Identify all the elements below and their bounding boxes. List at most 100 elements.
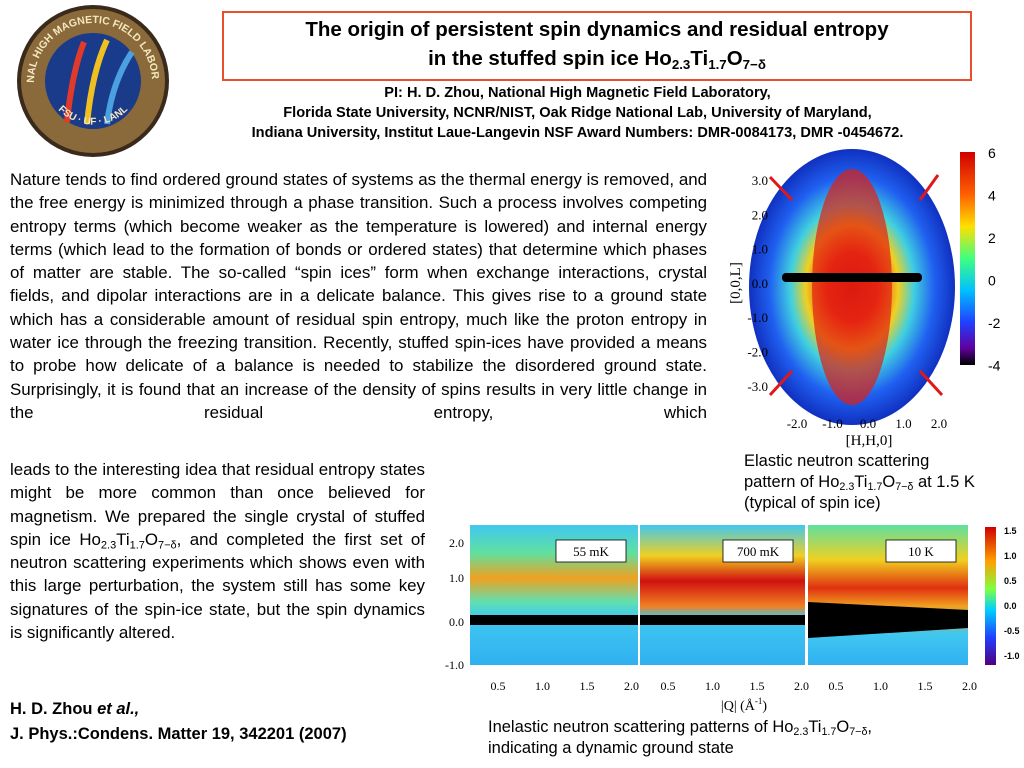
y-tick-label: -2.0 bbox=[747, 345, 768, 360]
colorbar-label: 0 bbox=[988, 273, 996, 289]
x-tick-label: 1.0 bbox=[895, 416, 911, 431]
colorbar-label: 6 bbox=[988, 145, 996, 161]
credit-line: Indiana University, Institut Laue-Langev… bbox=[251, 125, 904, 141]
colorbar-label: -0.5 bbox=[1004, 626, 1020, 636]
subscript: 7−δ bbox=[158, 539, 177, 552]
figure1-labels: 3.0 2.0 1.0 0.0 -1.0 -2.0 -3.0 -2.0 -1.0 0.0 1.0 2.… bbox=[728, 145, 1001, 449]
text: , bbox=[867, 718, 872, 736]
y-tick-label: 2.0 bbox=[752, 207, 768, 222]
colorbar bbox=[985, 527, 996, 665]
credit-line: PI: H. D. Zhou, National High Magnetic F… bbox=[384, 85, 771, 101]
x-tick-label: 1.0 bbox=[873, 679, 888, 693]
x-axis-label: [H,H,0] bbox=[846, 433, 893, 449]
y-tick-label: 2.0 bbox=[449, 536, 464, 550]
body-text: leads to the interesting idea that resid… bbox=[10, 458, 425, 644]
credits: PI: H. D. Zhou, National High Magnetic F… bbox=[180, 83, 975, 143]
title-box: The origin of persistent spin dynamics a… bbox=[222, 11, 972, 81]
x-tick-label: 2.0 bbox=[624, 679, 639, 693]
y-tick-label: -1.0 bbox=[445, 658, 464, 672]
credit-line: Florida State University, NCNR/NIST, Oak… bbox=[283, 105, 872, 121]
x-tick-label: 2.0 bbox=[931, 416, 947, 431]
x-tick-label: 1.5 bbox=[580, 679, 595, 693]
text: ) bbox=[762, 699, 767, 714]
y-tick-label: 1.0 bbox=[752, 242, 768, 257]
logo-arrow bbox=[64, 40, 87, 123]
body-text: Nature tends to find ordered ground stat… bbox=[10, 170, 707, 422]
colorbar-label: -2 bbox=[988, 315, 1001, 331]
colorbar-label: 1.0 bbox=[1004, 551, 1017, 561]
panel-label: 10 K bbox=[908, 544, 934, 559]
colorbar-label: 0.5 bbox=[1004, 576, 1017, 586]
panel-label: 700 mK bbox=[737, 544, 780, 559]
y-tick-label: 0.0 bbox=[449, 615, 464, 629]
text: Inelastic neutron scattering patterns of… bbox=[488, 718, 794, 736]
text: Ti bbox=[116, 529, 130, 549]
panel-feature bbox=[808, 602, 968, 638]
text: indicating a dynamic ground state bbox=[488, 739, 734, 757]
colorbar bbox=[960, 152, 975, 365]
text: at 1.5 K (typical of spin ice) bbox=[744, 473, 975, 512]
colorbar-label: 1.5 bbox=[1004, 526, 1017, 536]
x-tick-label: 2.0 bbox=[794, 679, 809, 693]
text: O bbox=[882, 473, 896, 491]
citation: H. D. Zhou et al., J. Phys.:Condens. Mat… bbox=[10, 697, 347, 747]
text: leads to the interesting idea that resid… bbox=[10, 460, 425, 549]
citation-journal: J. Phys.:Condens. Matter 19, 342201 (200… bbox=[10, 725, 347, 743]
subscript: 1.7 bbox=[867, 481, 883, 494]
superscript: -1 bbox=[755, 696, 763, 706]
text: O bbox=[144, 529, 159, 549]
y-axis-label: [0,0,L] bbox=[728, 262, 744, 304]
x-tick-label: 0.5 bbox=[829, 679, 844, 693]
text: |Q| (Å bbox=[721, 698, 756, 714]
logo-arrow bbox=[104, 50, 135, 125]
y-tick-label: 1.0 bbox=[449, 571, 464, 585]
text: Ti bbox=[854, 473, 868, 491]
colorbar-label: -4 bbox=[988, 358, 1001, 374]
figure2-labels: 55 mK 0.5 1.0 1.5 2.0 700 mK 0.5 1.0 1.5 2.0 10 K 0… bbox=[445, 526, 1020, 714]
x-tick-label: 2.0 bbox=[962, 679, 977, 693]
x-tick-label: 1.5 bbox=[918, 679, 933, 693]
x-tick-label: 0.5 bbox=[491, 679, 506, 693]
panel-label: 55 mK bbox=[573, 544, 609, 559]
arrows bbox=[768, 174, 944, 397]
panel-feature bbox=[640, 615, 805, 625]
figure-elastic: 3.0 2.0 1.0 0.0 -1.0 -2.0 -3.0 -2.0 -1.0 0.0 1.0 2.… bbox=[728, 145, 1001, 449]
title-line: in the stuffed spin ice Ho2.3Ti1.7O7−δ bbox=[224, 44, 970, 73]
subscript: 2.3 bbox=[671, 56, 691, 72]
x-tick-label: 0.5 bbox=[661, 679, 676, 693]
text: et al., bbox=[97, 700, 140, 718]
y-tick-label: -3.0 bbox=[747, 379, 768, 394]
subscript: 7−δ bbox=[895, 481, 914, 494]
x-tick-label: 1.5 bbox=[750, 679, 765, 693]
text: H. D. Zhou bbox=[10, 700, 98, 718]
y-tick-label: 0.0 bbox=[752, 276, 768, 291]
text: Elastic neutron scattering pattern of Ho bbox=[744, 452, 930, 491]
title-text: Ti bbox=[690, 47, 709, 70]
logo-arrow bbox=[84, 38, 110, 125]
x-tick-label: 0.0 bbox=[860, 416, 876, 431]
subscript: 7−δ bbox=[849, 726, 868, 739]
subscript: 7−δ bbox=[742, 56, 766, 72]
figure-inelastic: 55 mK 0.5 1.0 1.5 2.0 700 mK 0.5 1.0 1.5 2.0 10 K 0… bbox=[445, 525, 1020, 714]
subscript: 1.7 bbox=[821, 726, 837, 739]
panel-feature bbox=[470, 615, 638, 625]
map-feature bbox=[812, 169, 892, 405]
subscript: 2.3 bbox=[839, 481, 855, 494]
logo: NATIONAL HIGH MAGNETIC FIELD LABORATORY … bbox=[12, 2, 169, 157]
subscript: 1.7 bbox=[129, 539, 145, 552]
colorbar-label: 0.0 bbox=[1004, 601, 1017, 611]
subscript: 2.3 bbox=[100, 539, 117, 552]
colorbar-label: 2 bbox=[988, 230, 996, 246]
subscript: 2.3 bbox=[793, 726, 809, 739]
title-text: in the stuffed spin ice Ho bbox=[428, 47, 672, 70]
subscript: 1.7 bbox=[708, 56, 727, 72]
x-tick-label: 1.0 bbox=[705, 679, 720, 693]
caption: Inelastic neutron scattering patterns of… bbox=[488, 717, 1018, 759]
panel-label-box bbox=[722, 539, 794, 563]
title-text: O bbox=[726, 47, 743, 70]
y-tick-label: 3.0 bbox=[752, 173, 768, 188]
panel-label-box bbox=[555, 539, 627, 563]
text: Ti bbox=[808, 718, 822, 736]
colorbar-label: 4 bbox=[988, 188, 996, 204]
